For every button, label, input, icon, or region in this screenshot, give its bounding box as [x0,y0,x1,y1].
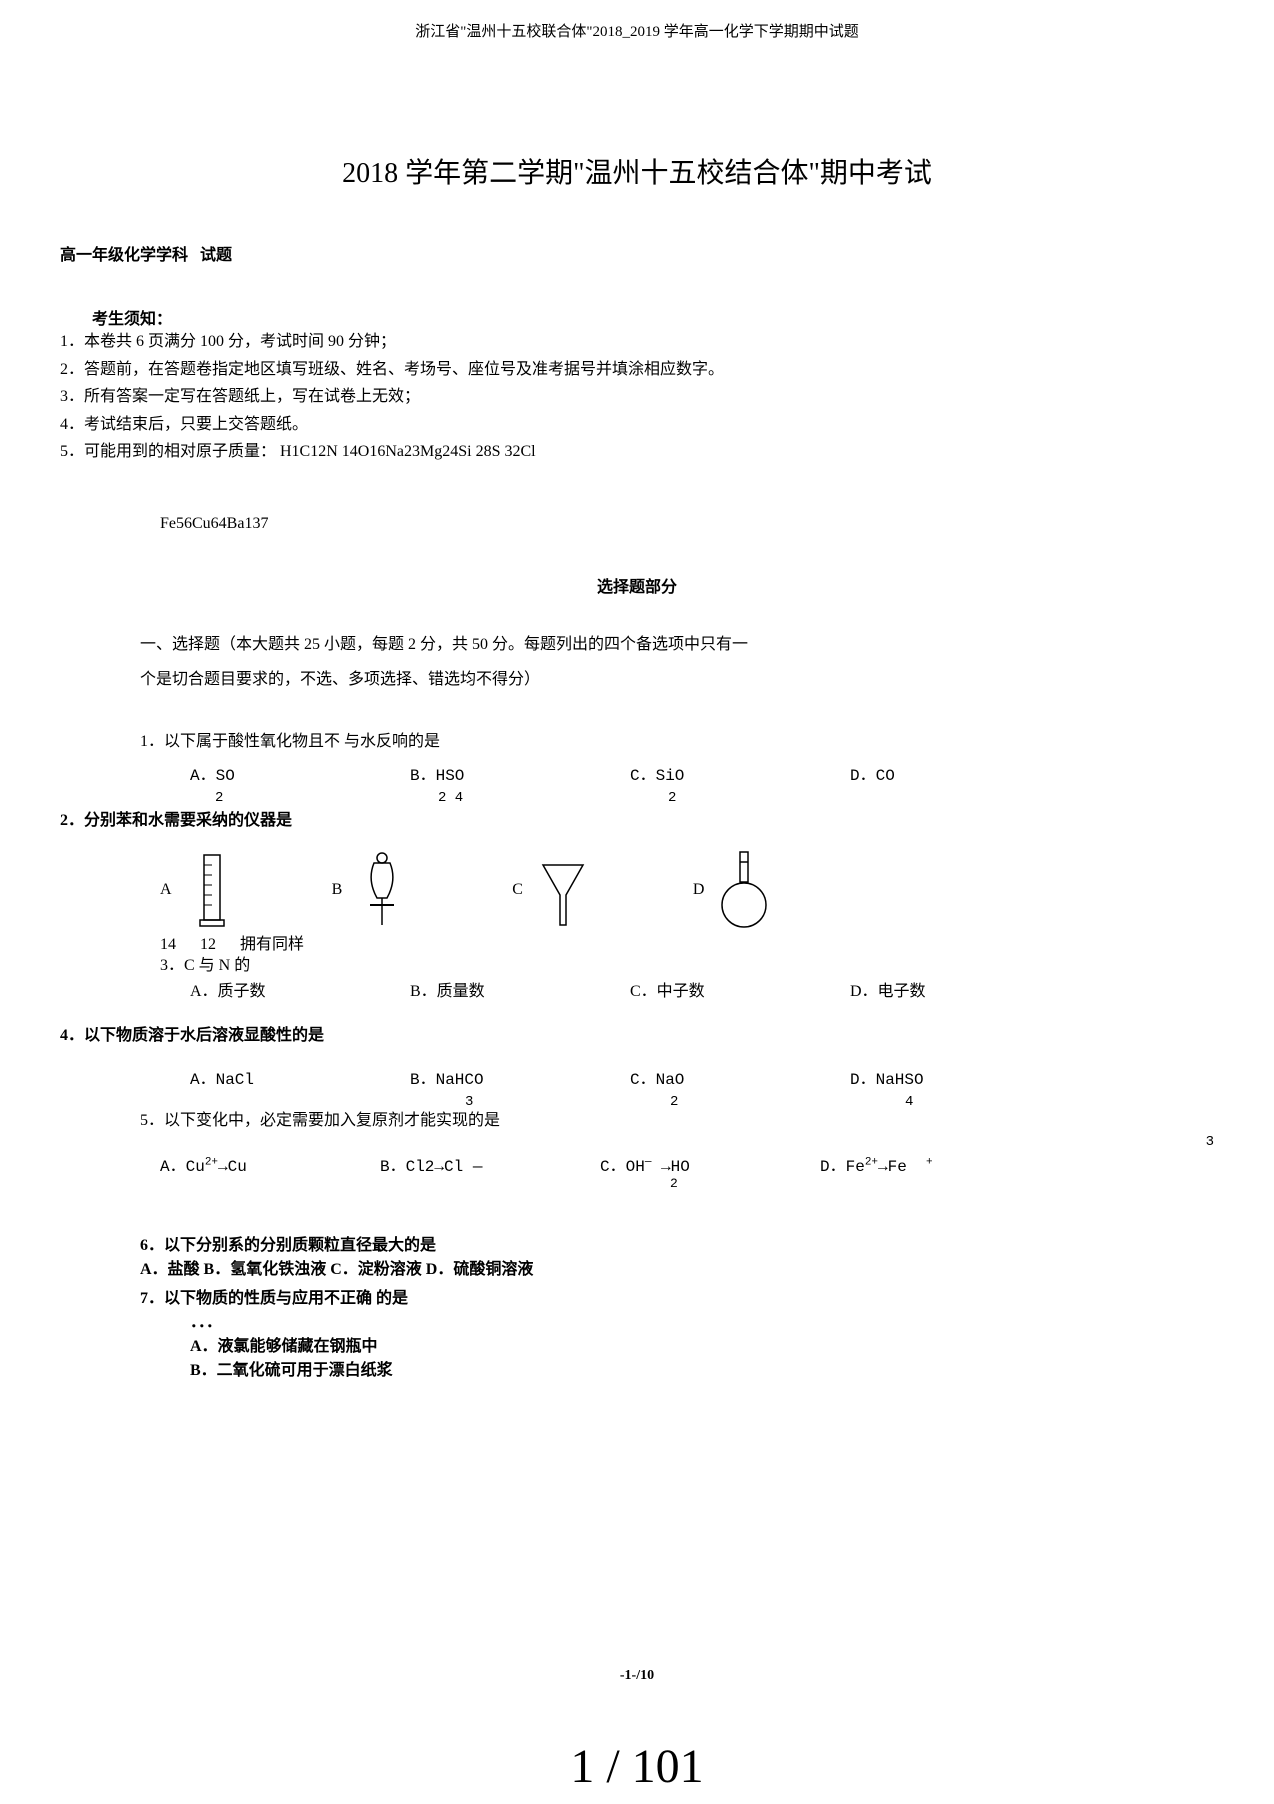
q4-opt-a: A．NaCl [190,1065,410,1089]
subject-line: 高一年级化学学科 试题 [60,241,1214,265]
question-1: 1．以下属于酸性氧化物且不 与水反响的是 [140,727,1214,751]
q1-sub-c: 2 [630,790,850,806]
rule-2: 2．答题前，在答题卷指定地区填写班级、姓名、考场号、座位号及准考据号并填涂相应数… [60,357,1214,383]
volumetric-flask-icon [714,850,774,930]
q3-opt-a: A．质子数 [190,977,410,1001]
page-number-large: 1 / 101 [0,1739,1274,1794]
q3-opt-c: C．中子数 [630,977,850,1001]
atom-mass-continuation: Fe56Cu64Ba137 [160,515,1214,533]
question-2: 2．分别苯和水需要采纳的仪器是 [60,806,1214,830]
q5-opt-a: A．Cu2+→Cu [160,1152,380,1191]
q7-opt-a: A．液氯能够储藏在钢瓶中 [190,1332,1214,1356]
q5-opt-c: C．OH— →HO 2 [600,1152,820,1191]
q3-stem: 3．C 与 N 的 [160,956,1214,977]
q4-opt-d: D．NaHSO [850,1065,1070,1089]
rule-3: 3．所有答案一定写在答题纸上，写在试卷上无效； [60,384,1214,410]
mc-intro: 一、选择题（本大题共 25 小题，每题 2 分，共 50 分。每题列出的四个备选… [140,627,1214,697]
rules-list: 1．本卷共 6 页满分 100 分，考试时间 90 分钟； 2．答题前，在答题卷… [60,329,1214,465]
q4-options: A．NaCl B．NaHCO C．NaO D．NaHSO [190,1065,1214,1089]
page-number-small: -1-/10 [0,1668,1274,1684]
q2-label-a: A [160,881,172,899]
q7-dots: ．．． [190,1308,1214,1332]
notice-label: 考生须知： [92,305,1214,329]
question-5: 5．以下变化中，必定需要加入复原剂才能实现的是 [140,1110,1214,1132]
q1-opt-a: A．SO [190,761,410,785]
q1-options: A．SO B．HSO C．SiO D．CO [190,761,1214,785]
q3-mass12: 12 [200,935,240,956]
mc-intro-line1: 一、选择题（本大题共 25 小题，每题 2 分，共 50 分。每题列出的四个备选… [140,627,1214,662]
q3-opt-b: B．质量数 [410,977,630,1001]
q2-item-b: B [332,850,413,930]
q5-opt-d: D．Fe2+→Fe + [820,1152,1040,1191]
q3-options: A．质子数 B．质量数 C．中子数 D．电子数 [190,977,1214,1001]
q4-sub-d: 4 [850,1094,1070,1110]
q5-stem: 5．以下变化中，必定需要加入复原剂才能实现的是 [140,1112,500,1129]
subject-name: 高一年级化学学科 [60,247,188,264]
question-6: 6．以下分别系的分别质颗粒直径最大的是 [140,1231,1214,1255]
q2-apparatus-row: A B C D [160,850,1214,930]
q2-item-a: A [160,850,242,930]
q2-label-b: B [332,881,343,899]
q1-opt-c: C．SiO [630,761,850,785]
separating-funnel-icon [352,850,412,930]
q3-opt-d: D．电子数 [850,977,1070,1001]
q6-options: A．盐酸 B．氢氧化铁浊液 C．淀粉溶液 D．硫酸铜溶液 [140,1255,1214,1279]
q2-label-d: D [693,881,705,899]
q2-label-c: C [512,881,523,899]
q1-opt-d: D．CO [850,761,1070,785]
q1-opt-b: B．HSO [410,761,630,785]
q3-mass14: 14 [160,935,200,956]
q2-item-c: C [512,850,593,930]
rule-1: 1．本卷共 6 页满分 100 分，考试时间 90 分钟； [60,329,1214,355]
q1-sub-b: 2 4 [410,790,630,806]
mc-section-title: 选择题部分 [60,573,1214,597]
subject-suffix: 试题 [200,247,232,264]
funnel-icon [533,850,593,930]
q5-sup-3: 3 [1206,1134,1214,1150]
mc-intro-line2: 个是切合题目要求的，不选、多项选择、错选均不得分） [140,662,1214,697]
question-3-block: 14 12 拥有同样 3．C 与 N 的 [160,935,1214,977]
doc-header: 浙江省"温州十五校联合体"2018_2019 学年高一化学下学期期中试题 [60,20,1214,41]
rule-5: 5．可能用到的相对原子质量： H1C12N 14O16Na23Mg24Si 28… [60,439,1214,465]
graduated-cylinder-icon [182,850,242,930]
q7-opt-b: B．二氧化硫可用于漂白纸浆 [190,1356,1214,1380]
q4-opt-c: C．NaO [630,1065,850,1089]
q4-opt-b: B．NaHCO [410,1065,630,1089]
rule-4: 4．考试结束后，只要上交答题纸。 [60,412,1214,438]
q4-sub-b: 3 [410,1094,630,1110]
q4-sub-c: 2 [630,1094,850,1110]
question-4: 4．以下物质溶于水后溶液显酸性的是 [60,1021,1214,1045]
q2-item-d: D [693,850,775,930]
exam-title: 2018 学年第二学期"温州十五校结合体"期中考试 [60,151,1214,191]
q3-stem-middle: 拥有同样 [240,935,304,956]
q5-options: 3 A．Cu2+→Cu B．Cl2→Cl — C．OH— →HO 2 D．Fe2… [160,1152,1214,1191]
q5-opt-b: B．Cl2→Cl — [380,1152,600,1191]
q1-sub-a: 2 [190,790,410,806]
q1-subscripts: 2 2 4 2 [190,790,1214,806]
q1-sub-d [850,790,1070,806]
question-7: 7．以下物质的性质与应用不正确 的是 [140,1284,1214,1308]
q4-subscripts: 3 2 4 [190,1094,1214,1110]
q4-sub-a [190,1094,410,1110]
